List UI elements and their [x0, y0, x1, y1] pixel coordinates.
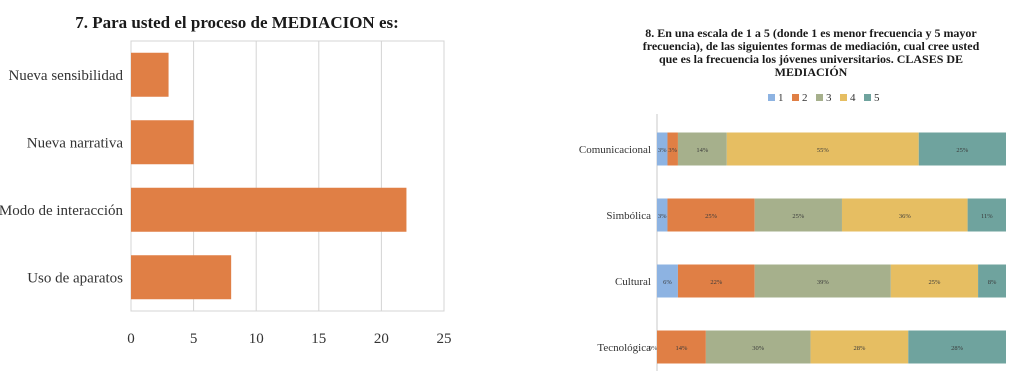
chart2-category-label: Tecnológica	[597, 342, 651, 354]
chart2-legend-swatch	[768, 94, 775, 101]
chart1-bar	[131, 255, 232, 300]
chart2-legend-swatch	[816, 94, 823, 101]
chart2-data-label: 11%	[981, 213, 993, 220]
chart2-title-line-4: MEDIACIÓN	[775, 65, 848, 79]
chart1-bar	[131, 120, 194, 165]
chart2-data-label: 25%	[928, 279, 941, 286]
chart1-category-label: Nueva narrativa	[27, 135, 124, 151]
chart2-bar-segment	[657, 264, 678, 298]
chart2-legend: 1 2 3 4 5	[768, 92, 880, 104]
chart1-category-label: Modo de interacción	[0, 203, 123, 219]
chart2-bar-segment	[667, 132, 678, 166]
chart2-bar-segment	[967, 198, 1006, 232]
chart2-legend-swatch	[840, 94, 847, 101]
chart1-x-tick-labels: 0 5 10 15 20 25	[127, 331, 451, 347]
chart1-category-label: Uso de aparatos	[27, 270, 123, 286]
chart2-legend-label: 1	[778, 92, 784, 104]
chart2-bar-segment	[841, 198, 968, 232]
chart2-category-labels: Comunicacional Simbólica Cultural Tecnológi…	[579, 144, 651, 354]
chart2-legend-label: 5	[874, 92, 880, 104]
chart1-x-tick-label: 5	[190, 331, 198, 347]
chart2-title-line-3: que es la frecuencia los jóvenes univers…	[659, 52, 963, 66]
chart1-bars	[131, 52, 407, 300]
chart1-x-tick-label: 0	[127, 331, 135, 347]
chart2-bar-segment	[657, 132, 668, 166]
chart2-legend-swatch	[864, 94, 871, 101]
chart2-bar-segment	[726, 132, 919, 166]
chart2-category-label: Cultural	[615, 276, 651, 288]
chart-frecuencia-mediacion: 7. Para usted el proceso de MEDIACION es…	[0, 13, 452, 347]
chart2-data-label: 36%	[899, 213, 912, 220]
chart2-bar-segment	[677, 264, 755, 298]
chart2-bar-segment	[810, 330, 909, 364]
chart2-data-label: 14%	[696, 147, 709, 154]
chart2-data-label: 3%	[668, 147, 677, 154]
chart2-data-label: 25%	[705, 213, 718, 220]
chart2-bar-segment	[918, 132, 1006, 166]
chart2-legend-label: 4	[850, 92, 856, 104]
chart2-title-line-1: 8. En una escala de 1 a 5 (donde 1 es me…	[645, 26, 977, 40]
chart2-data-label: 25%	[956, 147, 969, 154]
chart2-bar-segment	[657, 198, 668, 232]
chart1-x-tick-label: 15	[311, 331, 326, 347]
chart2-legend-label: 2	[802, 92, 808, 104]
chart2-bar-segment	[657, 330, 706, 364]
chart2-data-label: 8%	[988, 279, 997, 286]
chart2-data-label: 28%	[853, 345, 866, 352]
chart2-data-label: 0%	[649, 345, 658, 352]
chart1-bar	[131, 52, 169, 97]
chart2-bar-segment	[705, 330, 811, 364]
chart2-data-label: 30%	[752, 345, 765, 352]
chart2-bar-segment	[667, 198, 755, 232]
chart1-category-labels: Nueva sensibilidad Nueva narrativa Modo de…	[0, 68, 123, 287]
chart2-data-label: 39%	[817, 279, 830, 286]
chart2-title: 8. En una escala de 1 a 5 (donde 1 es me…	[643, 26, 980, 79]
chart2-data-label: 55%	[817, 147, 830, 154]
chart2-title-line-2: frecuencia), de las siguientes formas de…	[643, 39, 980, 53]
chart1-x-tick-label: 10	[249, 331, 264, 347]
chart1-x-tick-label: 25	[437, 331, 452, 347]
chart2-bar-segment	[908, 330, 1006, 364]
chart1-category-label: Nueva sensibilidad	[8, 68, 123, 84]
chart2-legend-swatch	[792, 94, 799, 101]
chart2-data-label: 25%	[792, 213, 805, 220]
chart-clases-mediacion: 8. En una escala de 1 a 5 (donde 1 es me…	[579, 26, 1006, 371]
chart2-bar-segment	[978, 264, 1006, 298]
chart2-bar-segment	[754, 198, 842, 232]
chart2-category-label: Simbólica	[606, 210, 651, 222]
chart2-data-label: 22%	[710, 279, 723, 286]
chart1-x-tick-label: 20	[374, 331, 389, 347]
chart2-bar-segment	[890, 264, 979, 298]
chart2-data-label: 3%	[658, 147, 667, 154]
chart2-data-label: 6%	[663, 279, 672, 286]
chart2-data-label: 28%	[951, 345, 964, 352]
chart2-bar-segment	[754, 264, 891, 298]
chart2-bar-segment	[677, 132, 727, 166]
chart2-legend-label: 3	[826, 92, 832, 104]
chart1-bar	[131, 187, 407, 232]
chart2-data-label: 3%	[658, 213, 667, 220]
chart1-title: 7. Para usted el proceso de MEDIACION es…	[75, 13, 399, 32]
chart2-category-label: Comunicacional	[579, 144, 651, 156]
chart2-bars: 3% 3% 14% 55% 25%3% 25% 25% 36% 11%6% 22% 39% 25% 8%…	[649, 114, 1006, 371]
chart2-data-label: 14%	[675, 345, 688, 352]
